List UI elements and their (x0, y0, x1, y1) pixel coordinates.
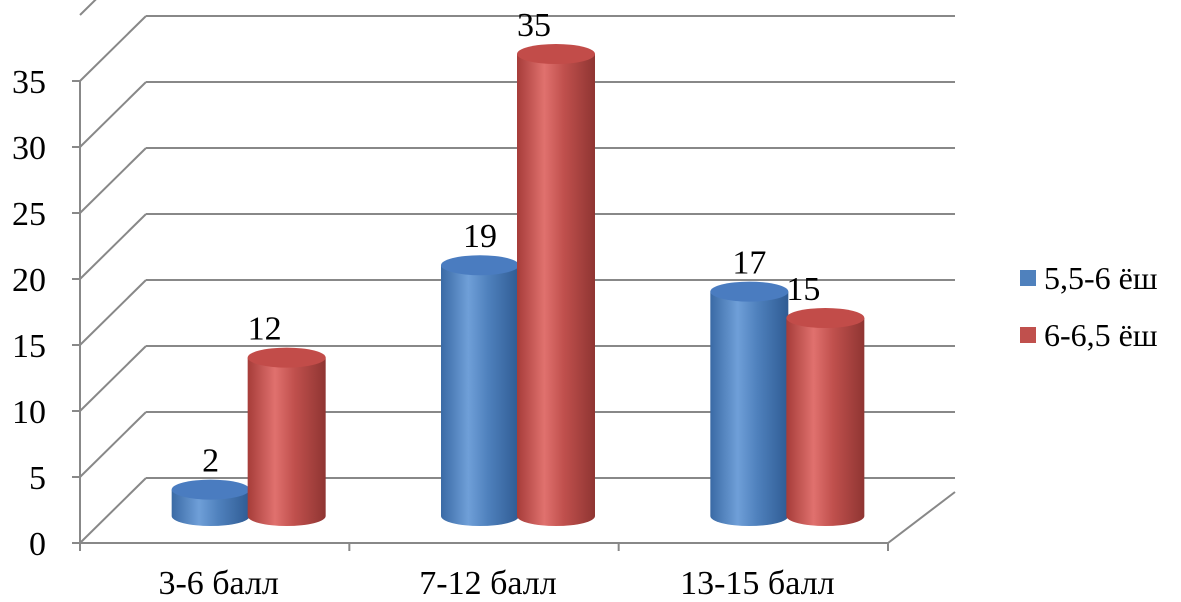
legend-label: 5,5-6 ёш (1044, 260, 1158, 296)
bar (171, 489, 250, 526)
data-label: 15 (786, 271, 820, 308)
gridline-side (79, 345, 147, 412)
gridline-side (79, 0, 97, 16)
bar (710, 291, 789, 526)
bar (517, 54, 595, 526)
data-label: 17 (732, 245, 766, 282)
x-tick-label: 13-15 балл (680, 565, 834, 602)
gridline-side (79, 15, 147, 82)
data-label: 19 (463, 218, 497, 255)
gridline-side (79, 147, 147, 214)
bar-top (247, 347, 326, 368)
bar (247, 357, 326, 526)
data-label: 2 (202, 443, 219, 480)
gridline-side (79, 411, 147, 478)
legend-swatch (1020, 327, 1036, 343)
y-tick-label: 10 (12, 394, 46, 431)
data-labels: 2 12 19 35 17 15 (202, 7, 820, 480)
legend-label: 6-6,5 ёш (1044, 317, 1158, 353)
legend-swatch (1020, 270, 1036, 286)
y-tick-label: 25 (12, 196, 46, 233)
gridline-side (79, 477, 147, 544)
bar-top (786, 308, 865, 328)
data-label: 12 (248, 311, 282, 348)
x-tick-label: 7-12 балл (419, 565, 556, 602)
x-tick-label: 3-6 балл (158, 565, 278, 602)
y-tick-label: 0 (29, 526, 46, 563)
bar-top (517, 44, 595, 64)
bar-top (171, 479, 250, 500)
bar (441, 265, 519, 526)
bar-top (710, 281, 789, 302)
y-tick-label: 35 (12, 64, 46, 101)
gridline-side (79, 279, 147, 346)
gridline-side (79, 213, 147, 280)
y-tick-label: 20 (12, 262, 46, 299)
y-tick-label: 30 (12, 130, 46, 167)
axes: 0 5 10 15 20 25 30 35 3-6 балл 7-12 балл 13-15 бал… (12, 64, 956, 602)
floor-right-edge (887, 491, 956, 544)
gridline-side (79, 81, 147, 148)
y-tick-label: 15 (12, 328, 46, 365)
y-tick-label: 5 (29, 460, 46, 497)
bar (786, 318, 865, 526)
bars (171, 44, 865, 526)
data-label: 35 (517, 7, 551, 44)
legend: 5,5-6 ёш 6-6,5 ёш (1020, 260, 1158, 353)
bar-top (441, 255, 519, 276)
